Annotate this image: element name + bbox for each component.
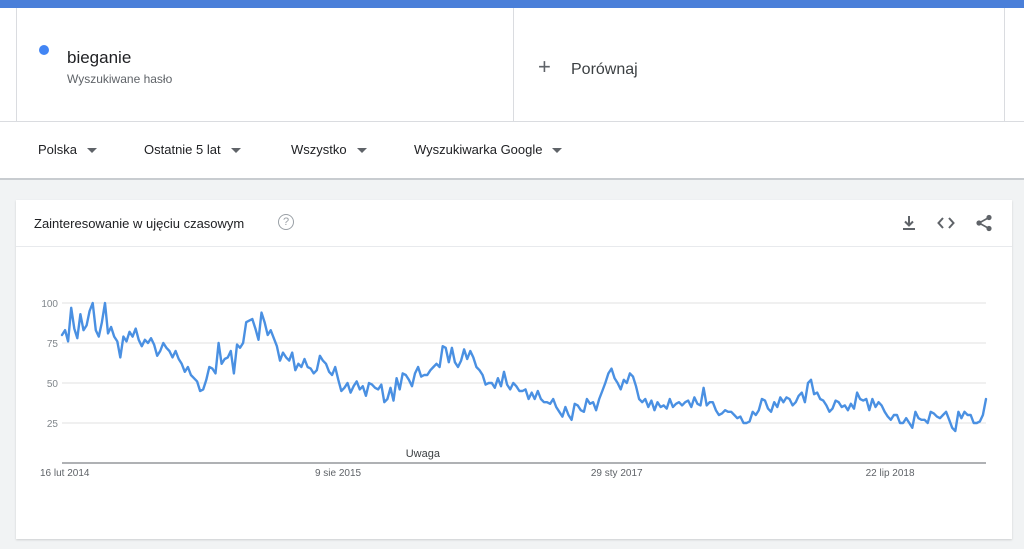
dropdown-arrow-icon <box>230 148 241 154</box>
search-term-card[interactable]: bieganie Wyszukiwane hasło <box>16 8 513 121</box>
y-tick-label: 100 <box>41 299 58 310</box>
y-tick-label: 75 <box>47 339 59 350</box>
card-header-divider <box>16 246 1012 247</box>
series-color-dot <box>39 45 49 55</box>
dropdown-arrow-icon <box>356 148 367 154</box>
compare-button[interactable]: + Porównaj <box>513 8 1005 121</box>
card-title: Zainteresowanie w ujęciu czasowym <box>34 216 245 231</box>
dropdown-arrow-icon <box>552 148 563 154</box>
share-icon[interactable] <box>974 213 994 233</box>
help-circle-icon[interactable]: ? <box>278 214 294 230</box>
download-icon[interactable] <box>899 213 919 233</box>
filter-region-label: Polska <box>38 142 78 157</box>
interest-over-time-card: Zainteresowanie w ujęciu czasowym ? 25 50… <box>16 200 1012 539</box>
filter-time-range-label: Ostatnie 5 lat <box>144 142 221 157</box>
series-line-bieganie <box>60 301 988 433</box>
filter-category-label: Wszystko <box>291 142 347 157</box>
filter-time-range[interactable]: Ostatnie 5 lat <box>144 142 241 157</box>
plus-icon: + <box>538 54 551 79</box>
embed-icon[interactable] <box>936 213 956 233</box>
filter-region[interactable]: Polska <box>38 142 98 157</box>
compare-label: Porównaj <box>571 61 638 78</box>
filter-search-type[interactable]: Wyszukiwarka Google <box>414 142 563 157</box>
search-terms-bar: bieganie Wyszukiwane hasło + Porównaj <box>0 8 1024 122</box>
y-tick-label: 25 <box>47 419 59 430</box>
search-term-name[interactable]: bieganie <box>67 48 132 67</box>
x-tick-label: 16 lut 2014 <box>40 468 90 479</box>
filters-bar: Polska Ostatnie 5 lat Wszystko Wyszukiwa… <box>0 122 1024 180</box>
y-tick-label: 50 <box>47 379 59 390</box>
interest-line-chart: 25 50 75 100 16 lut 2014 9 sie 2015 29 sty 201… <box>40 299 988 479</box>
x-tick-label: 22 lip 2018 <box>866 468 915 479</box>
search-term-subtitle: Wyszukiwane hasło <box>67 72 173 86</box>
top-accent-bar <box>0 0 1024 8</box>
dropdown-arrow-icon <box>87 148 98 154</box>
x-tick-label: 9 sie 2015 <box>315 468 362 479</box>
x-tick-label: 29 sty 2017 <box>591 468 643 479</box>
filter-category[interactable]: Wszystko <box>291 142 367 157</box>
filter-search-type-label: Wyszukiwarka Google <box>414 142 543 157</box>
annotation-label: Uwaga <box>406 448 441 460</box>
